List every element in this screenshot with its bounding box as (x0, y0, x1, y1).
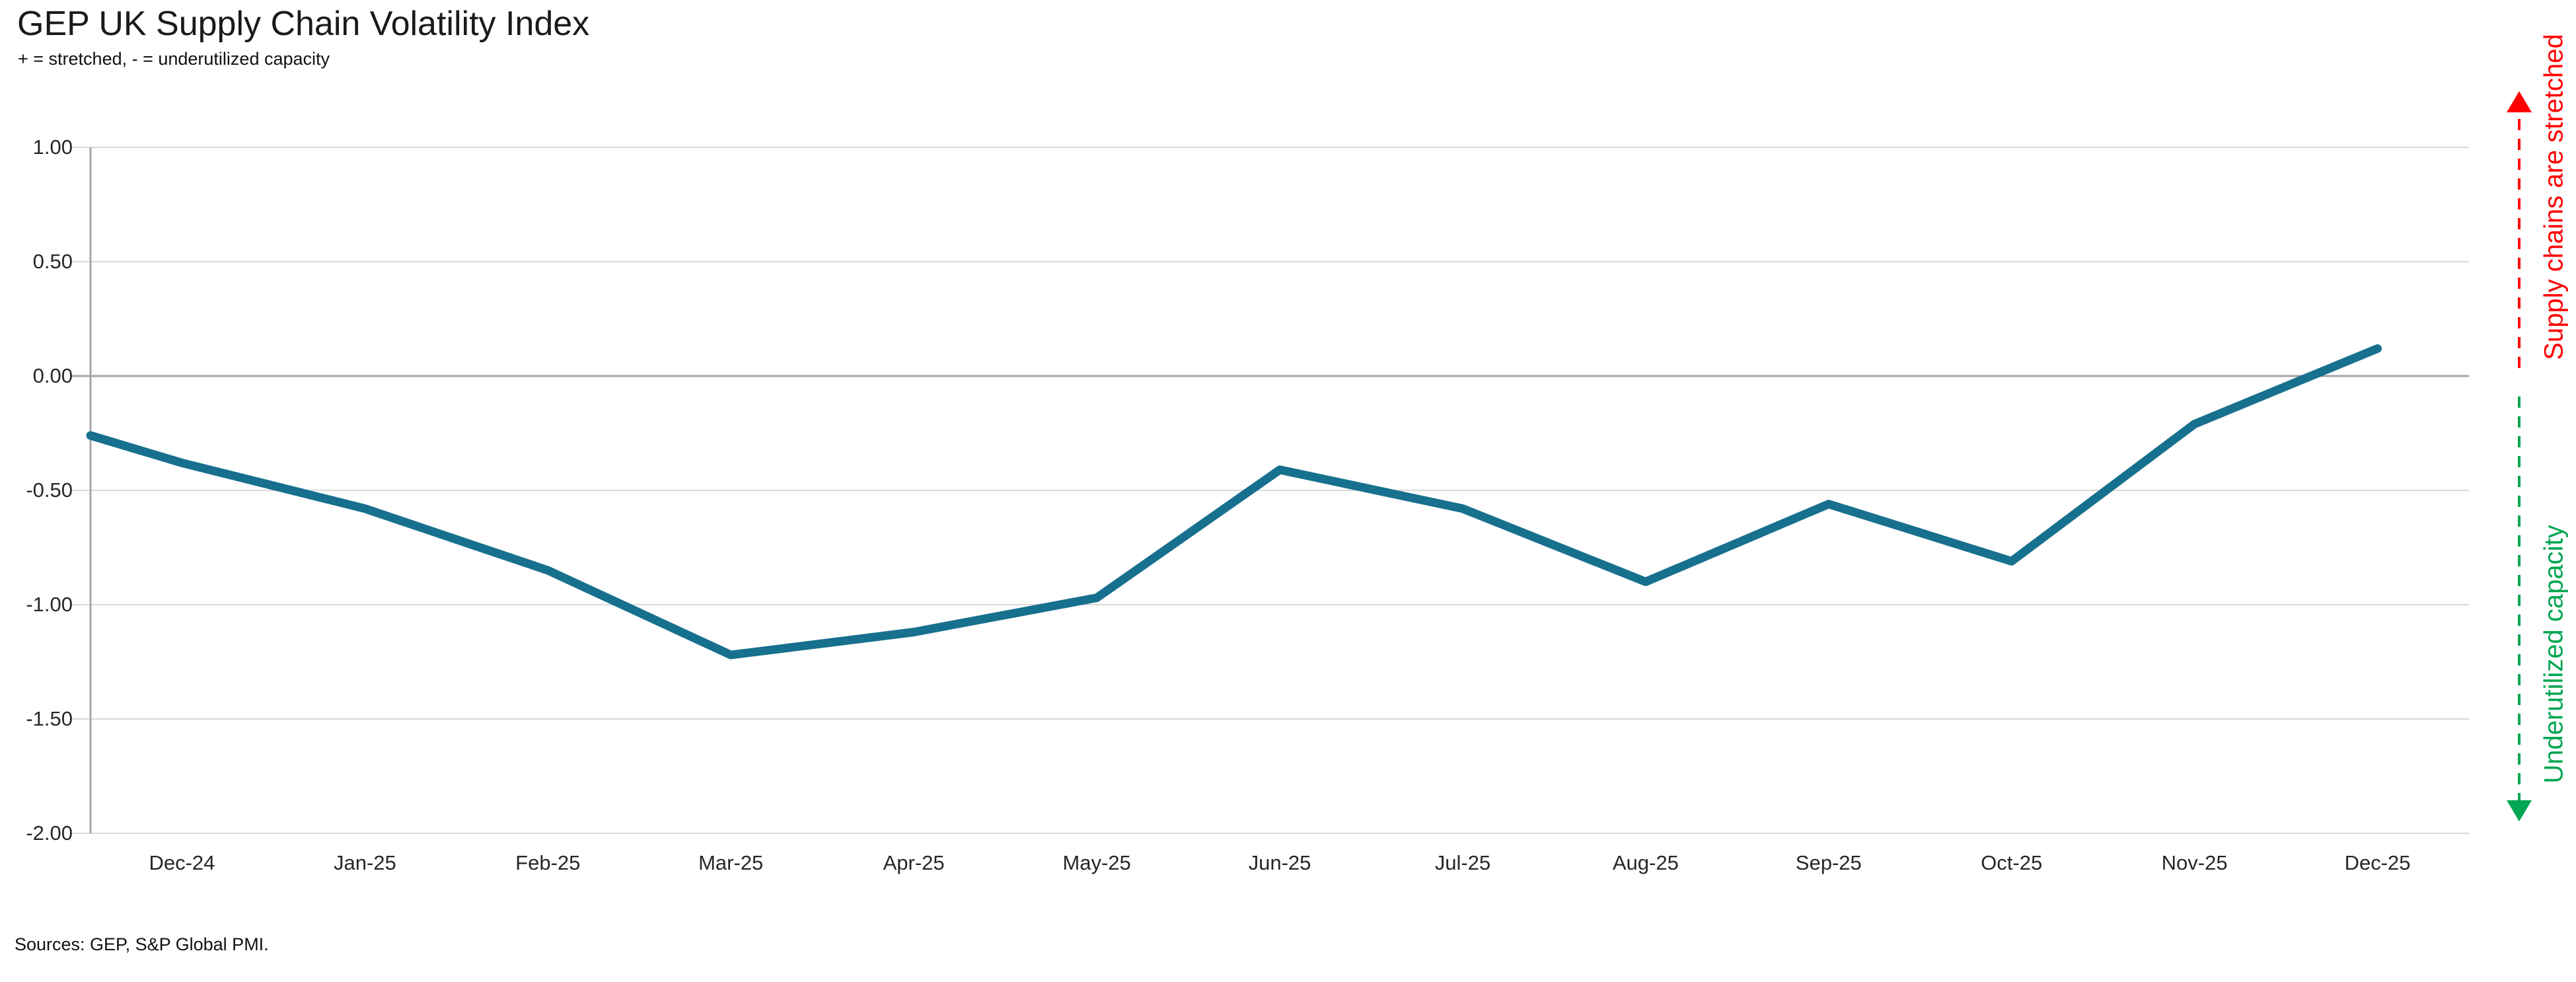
x-tick-label: Jul-25 (1434, 851, 1491, 874)
x-tick-label: Nov-25 (2161, 851, 2228, 874)
x-tick-label: Jan-25 (333, 851, 396, 874)
x-tick-label: Apr-25 (883, 851, 945, 874)
down-arrow-icon (2507, 800, 2532, 821)
up-arrow-icon (2507, 91, 2532, 112)
y-tick-label: -2.00 (26, 821, 73, 845)
underutilized-axis-label: Underutilized capacity (2539, 525, 2569, 784)
x-tick-label: Dec-25 (2344, 851, 2411, 874)
y-tick-label: -1.50 (26, 707, 73, 730)
page-title: GEP UK Supply Chain Volatility Index (17, 5, 590, 43)
stretched-axis-label: Supply chains are stretched (2539, 34, 2569, 360)
x-tick-label: Sep-25 (1795, 851, 1862, 874)
x-tick-label: Oct-25 (1981, 851, 2043, 874)
x-tick-label: Jun-25 (1248, 851, 1311, 874)
x-tick-label: Mar-25 (698, 851, 764, 874)
y-tick-label: -0.50 (26, 478, 73, 502)
y-tick-label: 1.00 (32, 135, 73, 159)
y-tick-label: 0.50 (32, 250, 73, 273)
sources-note: Sources: GEP, S&P Global PMI. (15, 934, 269, 954)
y-tick-label: -1.00 (26, 593, 73, 616)
x-tick-label: Feb-25 (515, 851, 581, 874)
x-tick-label: Aug-25 (1612, 851, 1679, 874)
x-tick-label: Dec-24 (149, 851, 215, 874)
x-tick-label: May-25 (1062, 851, 1131, 874)
page-subtitle: + = stretched, - = underutilized capacit… (18, 49, 330, 69)
volatility-line (86, 344, 2382, 660)
y-tick-label: 0.00 (32, 364, 73, 387)
